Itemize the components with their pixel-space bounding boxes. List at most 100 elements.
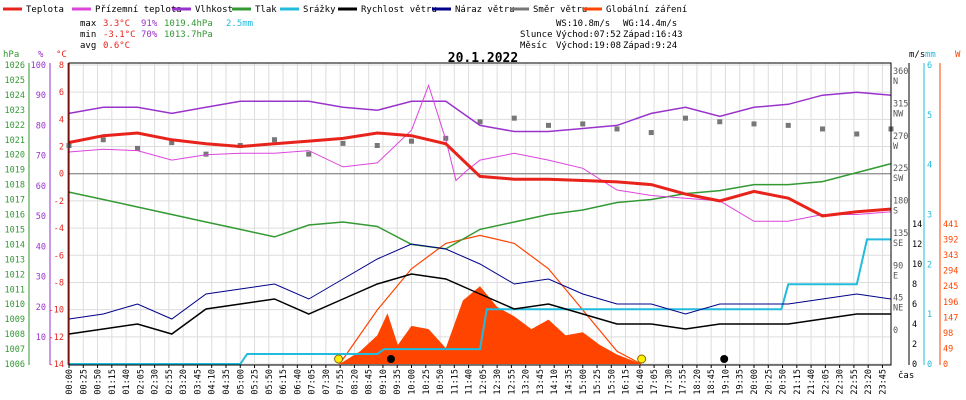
x-tick-label: 01:15 bbox=[108, 369, 118, 395]
hpa-tick-label: 1013 bbox=[5, 255, 25, 265]
info-slunce-zapad: Západ:16:43 bbox=[623, 30, 683, 40]
ms-tick-label: 4 bbox=[912, 320, 917, 330]
x-tick-label: 17:05 bbox=[650, 369, 660, 395]
legend-item-smer-vetru: Směr větru bbox=[510, 5, 587, 15]
dir-letter-label: W bbox=[893, 142, 899, 152]
x-tick-label: 22:55 bbox=[850, 369, 860, 395]
wm2-tick-label: 392 bbox=[943, 236, 958, 246]
x-tick-label: 06:40 bbox=[293, 369, 303, 395]
stats-max-press: 1019.4hPa bbox=[164, 19, 213, 29]
x-tick-label: 14:10 bbox=[550, 369, 560, 395]
x-tick-label: 04:35 bbox=[222, 369, 232, 395]
legend-item-globalni-zareni: Globální záření bbox=[583, 5, 687, 15]
unit-temp: °C bbox=[56, 50, 67, 60]
stats-max-temp: 3.3°C bbox=[103, 19, 130, 29]
x-tick-label: 19:35 bbox=[736, 369, 746, 395]
x-axis-label: čas bbox=[898, 370, 914, 381]
stats-max-hum: 91% bbox=[141, 19, 158, 29]
hpa-tick-label: 1025 bbox=[5, 76, 25, 86]
stats-min-temp: -3.1°C bbox=[103, 30, 136, 40]
legend-label-smer-vetru: Směr větru bbox=[533, 5, 587, 15]
ms-tick-label: 2 bbox=[912, 340, 917, 350]
x-tick-label: 11:40 bbox=[465, 369, 475, 395]
x-tick-label: 06:15 bbox=[279, 369, 289, 395]
x-tick-label: 21:40 bbox=[807, 369, 817, 395]
smer-vetru-point bbox=[306, 151, 312, 157]
temp-tick-label: -2 bbox=[54, 197, 64, 207]
hpa-tick-label: 1021 bbox=[5, 136, 25, 146]
pct-tick-label: 10 bbox=[36, 333, 46, 343]
x-tick-label: 01:40 bbox=[122, 369, 132, 395]
legend-item-naraz-vetru: Náraz větru bbox=[432, 5, 515, 15]
x-tick-label: 23:20 bbox=[864, 369, 874, 395]
legend-item-prizemni-teplota: Přízemní teplota bbox=[72, 5, 182, 15]
x-tick-label: 12:05 bbox=[479, 369, 489, 395]
dir-letter-label: S bbox=[893, 207, 898, 217]
x-tick-label: 22:30 bbox=[836, 369, 846, 395]
dir-letter-label: SE bbox=[893, 239, 903, 249]
smer-vetru-point bbox=[477, 119, 483, 125]
info-slunce-label: Slunce bbox=[520, 30, 553, 40]
x-axis: 00:00 00:25 00:50 01:15 01:40 02:05 02:30 02:55… bbox=[65, 365, 888, 395]
hpa-tick-label: 1008 bbox=[5, 330, 25, 340]
dir-tick-label: 45 bbox=[893, 294, 903, 304]
wm2-tick-label: 343 bbox=[943, 251, 958, 261]
smer-vetru-point bbox=[648, 130, 654, 136]
x-tick-label: 08:20 bbox=[350, 369, 360, 395]
info-mesic-label: Měsíc bbox=[520, 41, 547, 51]
temp-tick-label: 8 bbox=[59, 61, 64, 71]
smer-vetru-point bbox=[717, 119, 723, 125]
smer-vetru-point bbox=[546, 122, 551, 128]
hpa-tick-label: 1026 bbox=[5, 61, 25, 71]
mm-tick-label: 3 bbox=[927, 211, 932, 221]
x-tick-label: 10:25 bbox=[422, 369, 432, 395]
legend-item-tlak: Tlak bbox=[232, 5, 277, 15]
sunset-marker bbox=[637, 354, 647, 364]
dir-letter-label: E bbox=[893, 271, 898, 281]
unit-pct: % bbox=[38, 50, 44, 60]
hpa-tick-label: 1024 bbox=[5, 91, 25, 101]
x-tick-label: 15:50 bbox=[607, 369, 617, 395]
hpa-tick-label: 1011 bbox=[5, 285, 25, 295]
legend-item-rychlost-vetru: Rychlost větru bbox=[338, 5, 437, 15]
stats-block: max 3.3°C 91% 1019.4hPa 2.5mm min -3.1°C… bbox=[80, 19, 253, 51]
globalni-zareni-area bbox=[339, 286, 641, 364]
x-tick-label: 08:45 bbox=[365, 369, 375, 395]
x-tick-label: 05:25 bbox=[251, 369, 261, 395]
ms-tick-label: 6 bbox=[912, 300, 917, 310]
x-tick-label: 07:55 bbox=[336, 369, 346, 395]
hpa-tick-label: 1023 bbox=[5, 106, 25, 116]
smer-vetru-point bbox=[272, 137, 277, 143]
info-block: WS:10.8m/s WG:14.4m/s Slunce Východ:07:5… bbox=[520, 19, 683, 51]
smer-vetru-point bbox=[340, 140, 346, 146]
stats-min-label: min bbox=[80, 30, 96, 40]
mm-tick-label: 2 bbox=[927, 260, 932, 270]
smer-vetru-point bbox=[511, 115, 517, 121]
x-tick-label: 11:15 bbox=[450, 369, 460, 395]
hpa-tick-label: 1010 bbox=[5, 300, 25, 310]
stats-min-press: 1013.7hPa bbox=[164, 30, 213, 40]
mm-tick-label: 0 bbox=[927, 360, 932, 370]
x-tick-label: 03:20 bbox=[179, 369, 189, 395]
moonrise-marker bbox=[720, 355, 729, 363]
plot-frame bbox=[68, 62, 892, 366]
x-tick-label: 15:00 bbox=[579, 369, 589, 395]
smer-vetru-point bbox=[751, 121, 757, 127]
hpa-tick-label: 1009 bbox=[5, 315, 25, 325]
pct-tick-label: 90 bbox=[36, 91, 46, 101]
pct-tick-label: 100 bbox=[31, 61, 46, 71]
x-tick-label: 10:50 bbox=[436, 369, 446, 395]
hpa-tick-label: 1012 bbox=[5, 270, 25, 280]
x-tick-label: 22:05 bbox=[821, 369, 831, 395]
x-tick-label: 05:00 bbox=[236, 369, 246, 395]
x-tick-label: 20:25 bbox=[764, 369, 774, 395]
axis-units: hPa % °C m/s mm W bbox=[3, 50, 961, 60]
temp-tick-label: -14 bbox=[49, 360, 64, 370]
x-tick-label: 04:10 bbox=[208, 369, 218, 395]
teoreticke-zareni-line bbox=[339, 234, 642, 365]
temp-tick-label: -4 bbox=[54, 224, 64, 234]
right-axes: 360N315NW270W225SW180S135SE90E45NE014121… bbox=[893, 61, 958, 370]
left-axes: 1026102510241023102210211020101910181017… bbox=[5, 61, 69, 370]
x-tick-label: 19:10 bbox=[721, 369, 731, 395]
